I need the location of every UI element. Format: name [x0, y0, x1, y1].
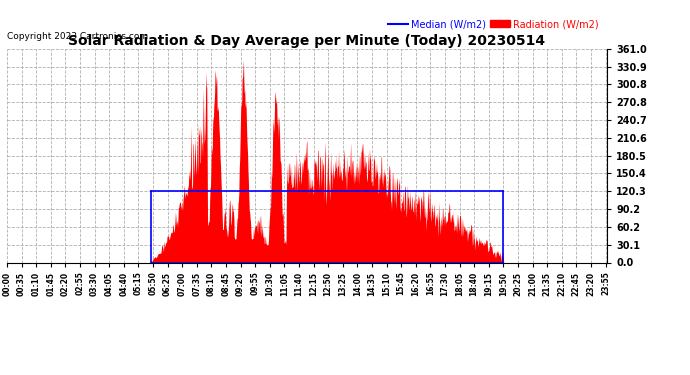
Legend: Median (W/m2), Radiation (W/m2): Median (W/m2), Radiation (W/m2) [384, 15, 602, 33]
Title: Solar Radiation & Day Average per Minute (Today) 20230514: Solar Radiation & Day Average per Minute… [68, 34, 546, 48]
Text: Copyright 2023 Cartronics.com: Copyright 2023 Cartronics.com [7, 32, 148, 40]
